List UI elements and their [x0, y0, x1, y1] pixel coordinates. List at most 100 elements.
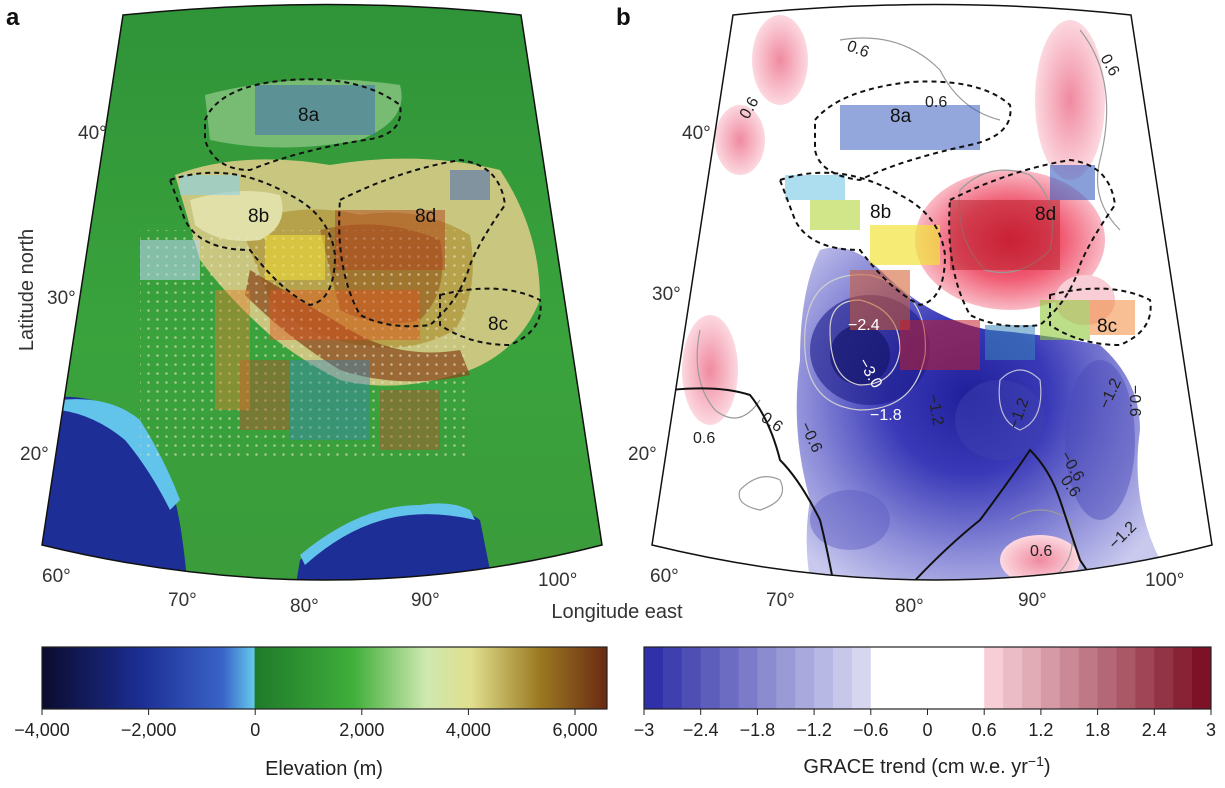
- region-8c-outline: [439, 287, 542, 347]
- colorbar-bin: [833, 647, 853, 709]
- region-label-8c-b: 8c: [1097, 316, 1117, 337]
- colorbar-bin: [662, 647, 683, 709]
- colorbar-bin: [908, 647, 928, 709]
- region-label-8b-b: 8b: [870, 202, 891, 223]
- colorbar-bin: [644, 647, 664, 709]
- grace-trend-map-panel: b: [616, 3, 1213, 617]
- colorbar-tick-label: 6,000: [552, 720, 597, 740]
- lat-tick-30-b: 30°: [652, 284, 681, 305]
- contour-label: 0.6: [1030, 543, 1052, 560]
- colorbar-bin: [1022, 647, 1042, 709]
- colorbar-bin: [1003, 647, 1023, 709]
- region-outlines-b: [778, 80, 1152, 347]
- colorbar-bin: [870, 647, 891, 709]
- colorbar-tick-label: −4,000: [14, 720, 70, 740]
- elevation-colorbar: −4,000 −2,000 0 2,000 4,000 6,000 Elevation (…: [14, 646, 608, 780]
- colorbar-tick-label: −0.6: [853, 720, 889, 740]
- colorbar-bin: [1192, 647, 1212, 709]
- lat-tick-20-b: 20°: [628, 444, 657, 465]
- colorbar-bin: [1116, 647, 1136, 709]
- region-8b-outline-b: [778, 171, 947, 307]
- colorbar-bin: [719, 647, 739, 709]
- colorbar-tick-label: −3: [634, 720, 655, 740]
- lon-tick-100-b: 100°: [1145, 570, 1184, 591]
- colorbar-bin: [776, 647, 796, 709]
- contour-label: −1.8: [870, 407, 902, 424]
- region-label-8c: 8c: [488, 314, 508, 335]
- elevation-map: [42, 4, 602, 580]
- grace-trend-map: [652, 4, 1212, 580]
- lat-tick-20: 20°: [20, 444, 49, 465]
- lat-tick-40: 40°: [78, 123, 107, 144]
- panel-letter-a: a: [6, 4, 20, 31]
- colorbar-bin: [700, 647, 721, 709]
- colorbar-bin: [1059, 647, 1080, 709]
- glacier-sample-points-b: [785, 105, 1135, 370]
- contour-label: 0.6: [693, 430, 715, 447]
- colorbar-tick-label: 2.4: [1142, 720, 1167, 740]
- colorbar-tick-label: 0.6: [972, 720, 997, 740]
- grace-colorbar-swatches: [644, 647, 1212, 709]
- colorbar-bin: [757, 647, 777, 709]
- contour-label: −2.4: [848, 317, 880, 334]
- colorbar-tick-label: −1.8: [740, 720, 776, 740]
- region-outlines-a: [168, 78, 542, 347]
- lon-tick-100: 100°: [538, 570, 577, 591]
- lon-tick-90-b: 90°: [1018, 590, 1047, 611]
- panel-letter-b: b: [616, 4, 631, 31]
- lat-tick-30: 30°: [47, 288, 76, 309]
- region-label-8d-b: 8d: [1035, 204, 1056, 225]
- colorbar-bin: [681, 647, 702, 709]
- region-8c-outline-b: [1049, 287, 1152, 347]
- colorbar-bin: [795, 647, 815, 709]
- region-label-8b: 8b: [248, 206, 269, 227]
- contour-label: −1.2: [924, 393, 946, 427]
- grace-trend-colorbar: −3 −2.4 −1.8 −1.2 −0.6 0 0.6 1.2 1.8 2.4 3 GRACE t…: [634, 646, 1216, 778]
- region-8a-outline: [204, 78, 402, 172]
- lon-tick-70: 70°: [168, 590, 197, 611]
- lon-tick-70-b: 70°: [766, 590, 795, 611]
- lon-tick-60: 60°: [42, 566, 71, 587]
- colorbar-tick-label: 2,000: [339, 720, 384, 740]
- region-label-8a: 8a: [298, 105, 320, 126]
- glacier-sample-points-a: [140, 85, 490, 450]
- contour-label: 0.6: [925, 94, 947, 111]
- colorbar-tick-label: −2,000: [121, 720, 177, 740]
- colorbar-bin: [927, 647, 947, 709]
- grace-colorbar-title: GRACE trend (cm w.e. yr−1): [803, 753, 1050, 778]
- colorbar-bin: [738, 647, 758, 709]
- colorbar-tick-label: −1.2: [796, 720, 832, 740]
- colorbar-bin: [984, 647, 1004, 709]
- colorbar-bin: [1097, 647, 1117, 709]
- region-label-8a-b: 8a: [890, 106, 912, 127]
- lat-tick-40-b: 40°: [682, 123, 711, 144]
- region-8a-outline-b: [814, 80, 1012, 182]
- colorbar-tick-label: 4,000: [446, 720, 491, 740]
- region-label-8d: 8d: [415, 206, 436, 227]
- colorbar-bin: [1154, 647, 1174, 709]
- colorbar-tick-label: 1.2: [1028, 720, 1053, 740]
- colorbar-bin: [814, 647, 834, 709]
- colorbar-bin: [946, 647, 966, 709]
- colorbar-tick-label: 1.8: [1085, 720, 1110, 740]
- latitude-axis-title: Latitude north: [16, 229, 38, 351]
- elevation-map-panel: a: [6, 3, 603, 617]
- lon-tick-80-b: 80°: [895, 596, 924, 617]
- elevation-colorbar-ticks: −4,000 −2,000 0 2,000 4,000 6,000: [14, 709, 598, 740]
- colorbar-bin: [889, 647, 910, 709]
- colorbar-bin: [1078, 647, 1099, 709]
- colorbar-bin: [1040, 647, 1061, 709]
- elevation-colorbar-title: Elevation (m): [265, 758, 383, 780]
- colorbar-tick-label: 0: [250, 720, 260, 740]
- colorbar-tick-label: 0: [922, 720, 932, 740]
- colorbar-bin: [851, 647, 872, 709]
- longitude-axis-title: Longitude east: [551, 601, 683, 623]
- colorbar-bin: [1135, 647, 1155, 709]
- lon-tick-60-b: 60°: [650, 566, 679, 587]
- lon-tick-80: 80°: [290, 596, 319, 617]
- colorbar-tick-label: −2.4: [683, 720, 719, 740]
- colorbar-tick-label: 3: [1206, 720, 1216, 740]
- lon-tick-90: 90°: [411, 590, 440, 611]
- contour-label: 0.6: [845, 38, 872, 62]
